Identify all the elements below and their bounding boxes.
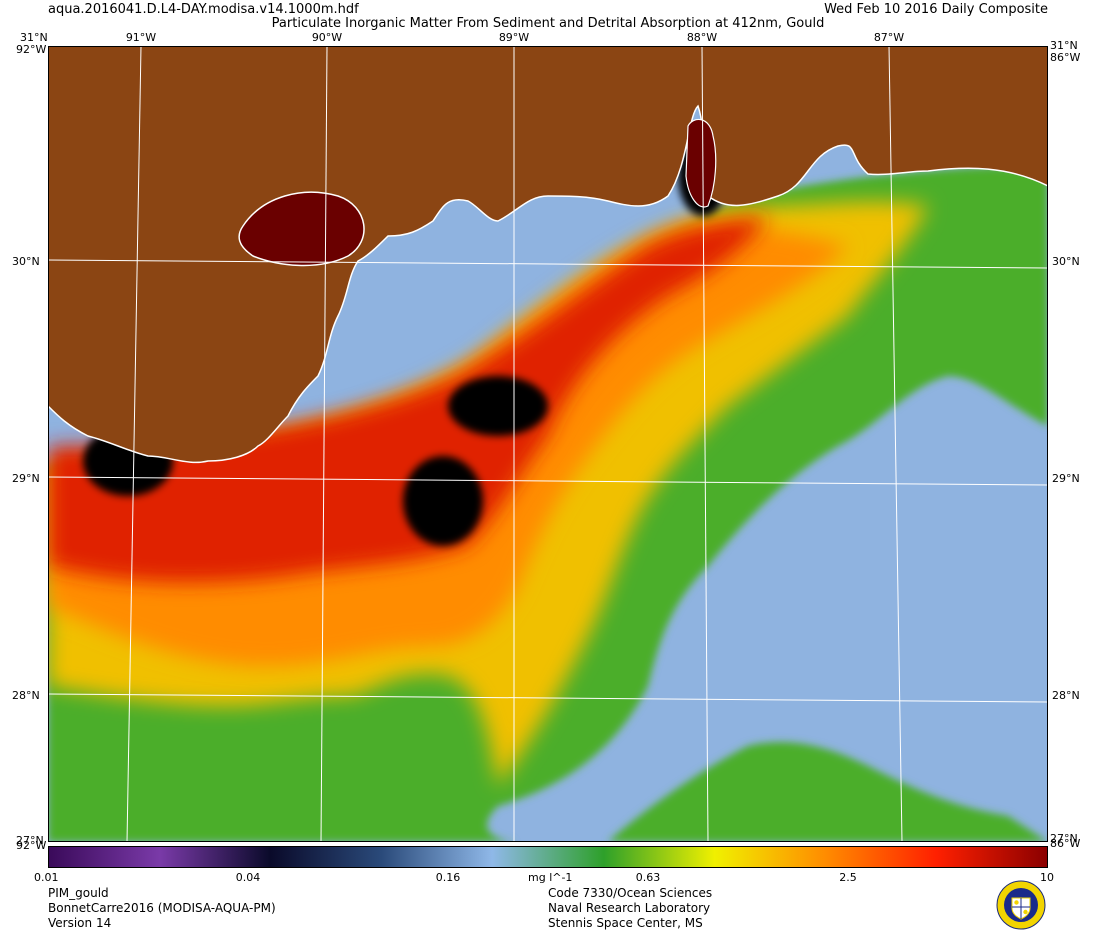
footer-product-name: PIM_gould [48,886,109,900]
saturated-patch [448,376,548,436]
colorbar-tick-4: 2.5 [839,871,857,884]
corner-bottom-left-lat: 27°N [16,834,44,847]
lon-label-top-89: 89°W [498,31,530,44]
corner-top-left-lat: 31°N [20,31,48,44]
satellite-map [48,46,1048,842]
colorbar-tick-3: 0.63 [635,871,661,884]
colorbar-tick-2: 0.16 [435,871,461,884]
lat-label-right-29: 29°N [1052,472,1080,485]
corner-top-right-lon: 86°W [1050,51,1081,64]
lat-label-left-29: 29°N [12,472,40,485]
shelf-green-patch [608,742,1048,842]
lon-label-top-88: 88°W [686,31,718,44]
date-label: Wed Feb 10 2016 Daily Composite [824,2,1048,17]
footer-org-location: Stennis Space Center, MS [548,916,703,930]
corner-top-right-lat: 31°N [1050,39,1078,52]
footer-org-name: Naval Research Laboratory [548,901,711,915]
lat-label-right-30: 30°N [1052,255,1080,268]
lat-label-left-28: 28°N [12,689,40,702]
saturated-patch [403,456,483,546]
lake-pontchartrain [238,191,365,267]
corner-top-left-lon: 92°W [16,43,47,56]
footer-org-code: Code 7330/Ocean Sciences [548,886,713,900]
colorbar [48,846,1048,868]
graticule [48,46,1048,842]
corner-bottom-right-lat: 27°N [1050,832,1078,845]
colorbar-tick-1: 0.04 [235,871,261,884]
corner-bottom-right-lon: 86°W [1050,837,1081,850]
footer-version: Version 14 [48,916,112,930]
mobile-bay [685,118,717,208]
lon-label-top-87: 87°W [873,31,905,44]
lon-label-top-90: 90°W [311,31,343,44]
lat-label-left-30: 30°N [12,255,40,268]
land-mass [48,46,1048,464]
colorbar-tick-5: 10 [1040,871,1054,884]
corner-bottom-left-lon: 92°W [16,839,47,852]
footer-region-name: BonnetCarre2016 (MODISA-AQUA-PM) [48,901,276,915]
lat-label-right-28: 28°N [1052,689,1080,702]
lon-label-top-91: 91°W [125,31,157,44]
product-title: Particulate Inorganic Matter From Sedime… [271,16,825,31]
nrl-seal-icon [996,880,1046,930]
colorbar-tick-0: 0.01 [34,871,59,884]
colorbar-units: mg l^-1 [528,871,573,884]
filename-label: aqua.2016041.D.L4-DAY.modisa.v14.1000m.h… [48,2,359,17]
sediment-plume-red [48,216,768,583]
